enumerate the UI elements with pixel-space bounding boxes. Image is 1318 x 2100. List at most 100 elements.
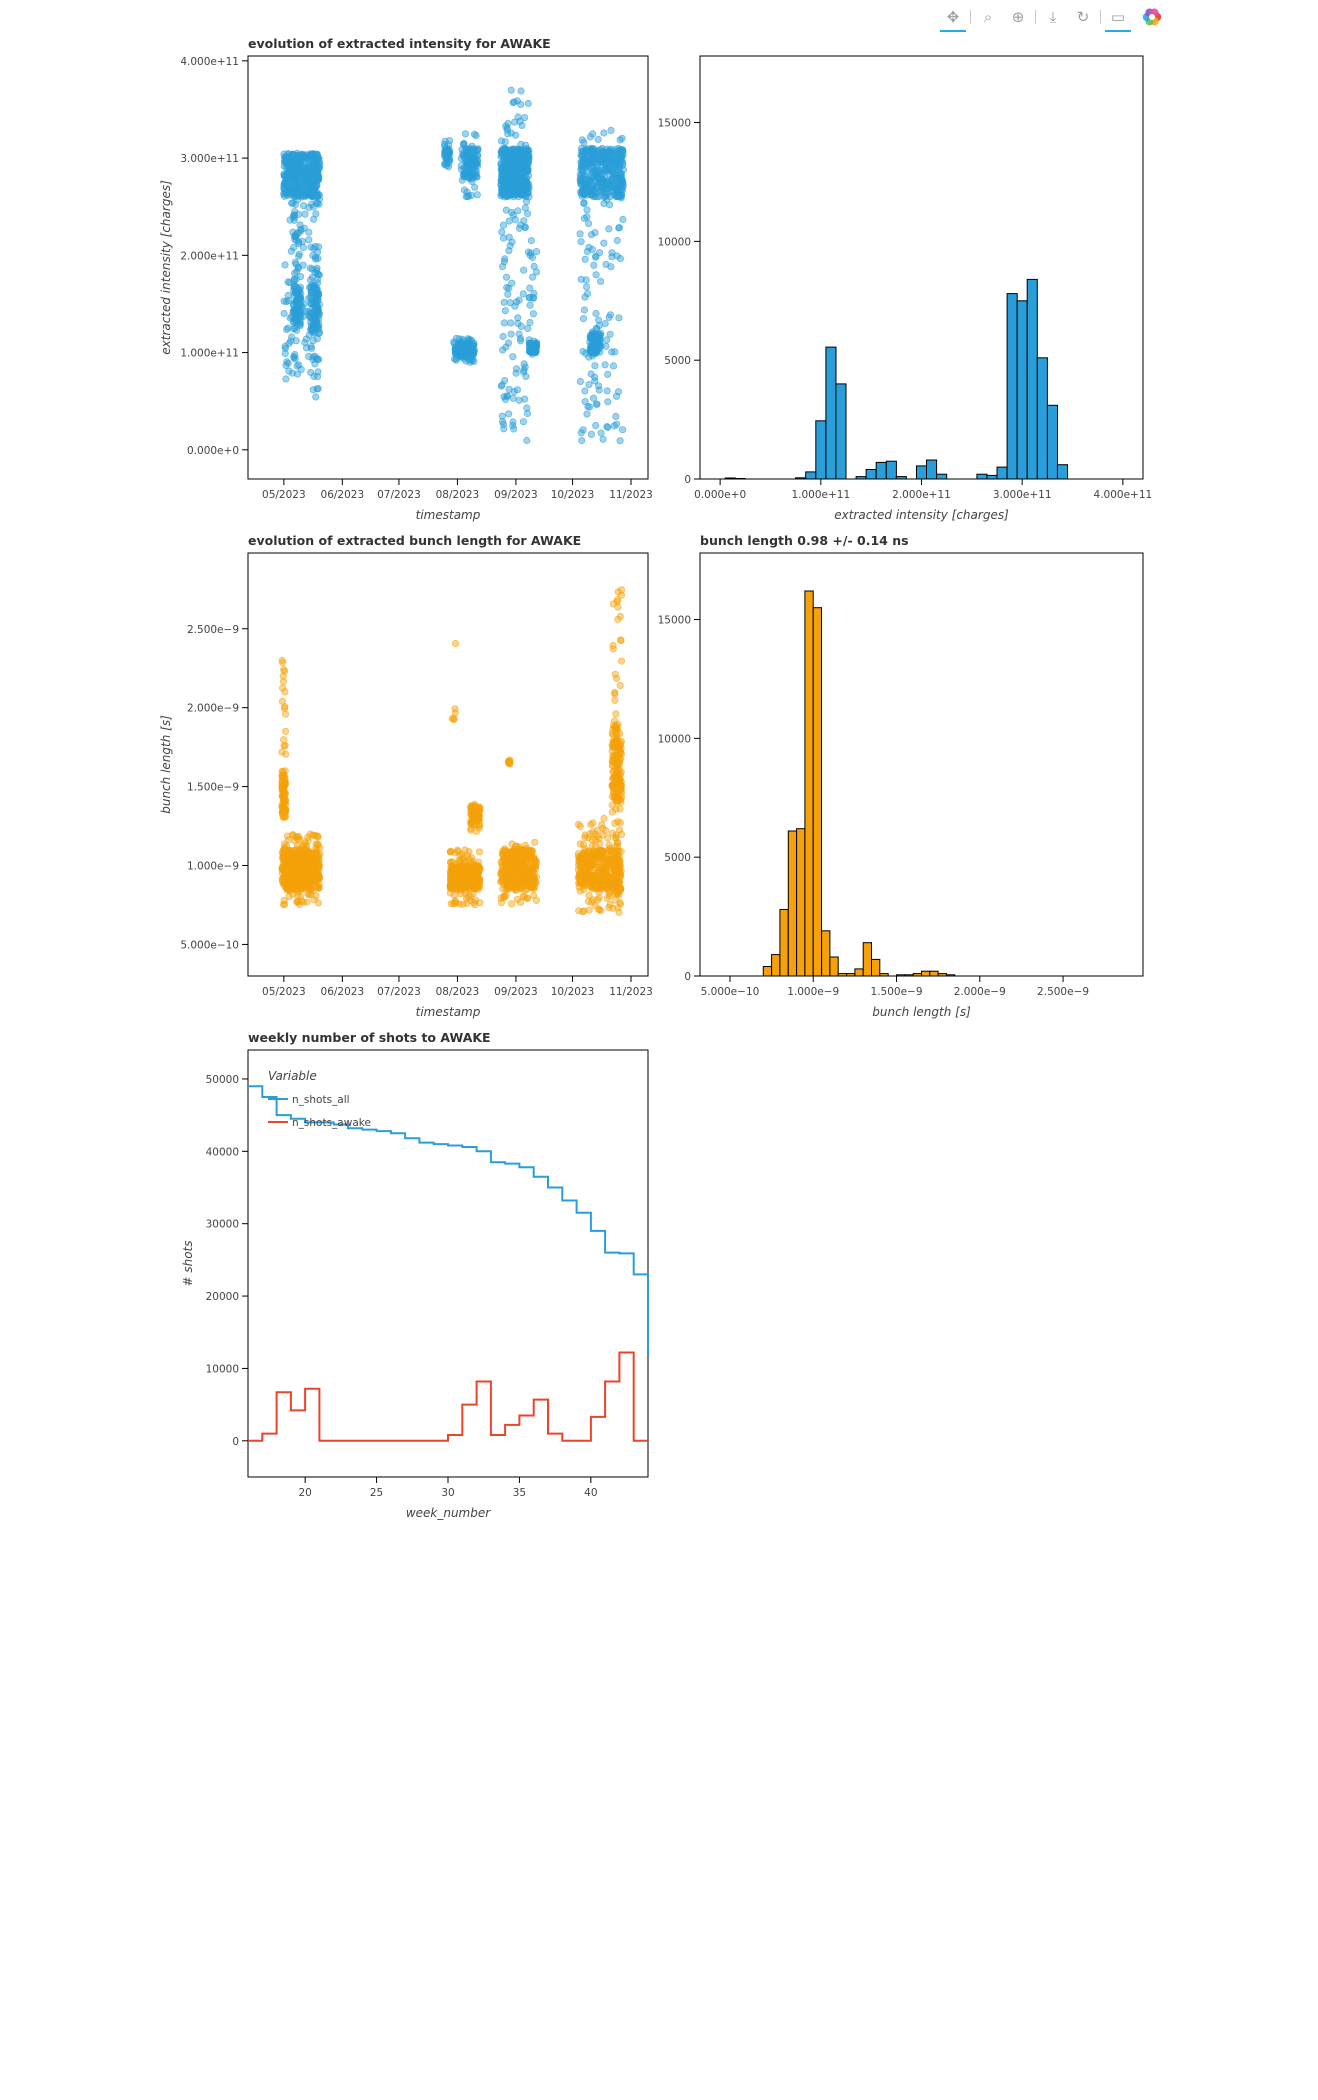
scatter-point: [605, 903, 613, 912]
scatter-point: [615, 224, 624, 232]
scatter-point: [502, 273, 511, 281]
plot-hist-1: 0.000e+0 1.000e+11 2.000e+11 3.000e+11 4.000…: [658, 55, 1152, 522]
scatter-point: [510, 387, 518, 396]
scatter-point: [613, 252, 621, 260]
scatter-point: [279, 678, 287, 686]
plot-scatter-0: evolution of extracted intensity for AWA…: [159, 36, 653, 522]
scatter-point: [512, 849, 520, 857]
scatter-point: [580, 138, 588, 146]
scatter-point: [515, 868, 524, 876]
scatter-point: [611, 759, 619, 767]
scatter-point: [451, 709, 459, 717]
save-tool[interactable]: ⤓: [1038, 4, 1068, 30]
scatter-point: [515, 296, 523, 304]
scatter-point: [517, 87, 525, 95]
scatter-point: [591, 850, 599, 858]
scatter-point: [313, 150, 321, 158]
reset-tool[interactable]: ↻: [1068, 4, 1098, 30]
scatter-point: [600, 239, 608, 247]
scatter-point: [581, 255, 589, 263]
scatter-point: [285, 886, 293, 895]
scatter-point: [595, 146, 603, 154]
y-axis-label: # shots: [181, 1240, 195, 1286]
scatter-point: [614, 615, 622, 624]
histogram-bar: [1006, 293, 1018, 480]
plot-hist-3: bunch length 0.98 +/- 0.14 ns 5.000e−10 1.…: [658, 533, 1144, 1019]
scatter-point: [287, 172, 295, 180]
scatter-point: [580, 199, 588, 207]
scatter-point: [517, 100, 525, 109]
scatter-point: [610, 782, 618, 790]
scatter-point: [307, 342, 315, 351]
x-tick-label: 09/2023: [494, 986, 538, 998]
scatter-point: [464, 346, 472, 354]
scatter-point: [460, 139, 468, 148]
y-axis-label: extracted intensity [charges]: [159, 180, 173, 355]
scatter-point: [610, 184, 619, 192]
bokeh-logo-icon[interactable]: [1139, 4, 1165, 30]
histogram-bar: [875, 461, 887, 480]
plot-line-4: weekly number of shots to AWAKE 20 25 30 35 4…: [181, 1030, 649, 1520]
scatter-point: [524, 152, 532, 160]
histogram-bar: [1016, 300, 1028, 480]
y-tick-label: 1.000e+11: [180, 348, 239, 360]
scatter-point: [530, 289, 538, 298]
scatter-point: [519, 857, 528, 865]
scatter-point: [613, 156, 621, 164]
scatter-point: [313, 275, 322, 283]
scatter-point: [505, 233, 513, 241]
histogram-bar: [796, 828, 806, 977]
scatter-point: [605, 225, 613, 233]
series-line-n_shots_awake: [248, 1351, 648, 1442]
scatter-point: [594, 135, 602, 143]
histogram-bar: [996, 466, 1008, 480]
x-tick-label: 1.000e+11: [791, 489, 850, 501]
scatter-point: [605, 892, 614, 900]
scatter-point: [610, 422, 618, 430]
histogram-bar: [812, 607, 823, 977]
histogram-bar: [986, 474, 998, 480]
scatter-point: [595, 386, 603, 394]
scatter-point: [308, 200, 316, 208]
scatter-point: [600, 814, 608, 823]
histogram-bar: [1036, 357, 1048, 480]
y-tick-label: 3.000e+11: [180, 153, 239, 165]
scatter-point: [281, 710, 290, 718]
x-tick-label: 05/2023: [262, 489, 306, 501]
histogram-bar: [829, 956, 839, 977]
scatter-point: [589, 394, 598, 402]
y-axis-label: bunch length [s]: [159, 715, 173, 814]
hover-tool[interactable]: ▭: [1103, 4, 1133, 32]
wheel-zoom-tool[interactable]: ⊕: [1003, 4, 1033, 30]
scatter-point: [291, 350, 299, 359]
y-tick-label: 0.000e+0: [187, 445, 239, 457]
scatter-point: [599, 435, 607, 443]
x-tick-label: 06/2023: [321, 489, 365, 501]
scatter-point: [585, 186, 593, 194]
scatter-point: [588, 861, 596, 870]
scatter-point: [280, 309, 288, 318]
y-tick-label: 10000: [206, 1363, 239, 1375]
x-tick-label: 0.000e+0: [694, 489, 746, 501]
scatter-point: [509, 353, 517, 361]
scatter-point: [290, 211, 298, 219]
scatter-point: [581, 164, 590, 172]
scatter-point: [463, 899, 471, 907]
box-zoom-tool[interactable]: ⌕: [973, 4, 1003, 30]
x-tick-label: 35: [513, 1487, 526, 1499]
x-tick-label: 20: [298, 1487, 311, 1499]
scatter-point: [519, 290, 527, 298]
scatter-point: [596, 277, 605, 285]
scatter-point: [599, 824, 607, 832]
legend-label: n_shots_awake: [292, 1117, 371, 1129]
hover-icon: ▭: [1110, 8, 1126, 26]
scatter-point: [470, 803, 478, 811]
plot-frame: [699, 55, 1144, 480]
scatter-point: [501, 138, 509, 146]
pan-tool[interactable]: ✥: [938, 4, 968, 32]
scatter-point: [532, 856, 540, 864]
scatter-point: [462, 193, 470, 201]
y-tick-label: 5.000e−10: [180, 939, 239, 951]
scatter-point: [602, 336, 611, 344]
